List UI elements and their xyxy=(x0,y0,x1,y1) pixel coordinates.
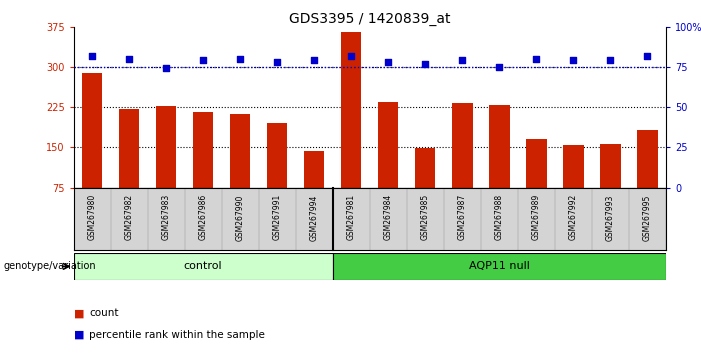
Bar xyxy=(304,151,325,188)
Title: GDS3395 / 1420839_at: GDS3395 / 1420839_at xyxy=(289,12,451,25)
Bar xyxy=(489,105,510,188)
Point xyxy=(531,56,542,62)
Point xyxy=(383,59,394,65)
Bar xyxy=(74,188,110,250)
Text: GSM267995: GSM267995 xyxy=(643,194,652,241)
Text: genotype/variation: genotype/variation xyxy=(4,261,96,272)
Point xyxy=(308,58,320,63)
Point xyxy=(642,53,653,58)
Text: AQP11 null: AQP11 null xyxy=(469,261,530,272)
Bar xyxy=(341,32,362,188)
Bar xyxy=(452,103,472,188)
Bar xyxy=(333,253,666,280)
Bar xyxy=(629,188,665,250)
Bar xyxy=(526,139,547,188)
Point xyxy=(161,65,172,71)
Text: GSM267994: GSM267994 xyxy=(310,194,319,241)
Bar xyxy=(415,148,435,188)
Text: percentile rank within the sample: percentile rank within the sample xyxy=(89,330,265,339)
Bar xyxy=(378,102,398,188)
Text: GSM267982: GSM267982 xyxy=(125,194,134,240)
Bar xyxy=(259,188,295,250)
Bar xyxy=(637,130,658,188)
Bar xyxy=(592,188,628,250)
Bar xyxy=(444,188,480,250)
Bar xyxy=(600,144,620,188)
Bar xyxy=(111,188,147,250)
Bar xyxy=(222,188,258,250)
Point xyxy=(86,53,97,58)
Text: GSM267993: GSM267993 xyxy=(606,194,615,241)
Point xyxy=(123,56,135,62)
Text: GSM267989: GSM267989 xyxy=(532,194,541,240)
Bar xyxy=(193,113,213,188)
Point xyxy=(235,56,246,62)
Bar xyxy=(297,188,332,250)
Bar xyxy=(230,114,250,188)
Text: GSM267983: GSM267983 xyxy=(162,194,170,240)
Bar xyxy=(333,188,369,250)
Text: GSM267980: GSM267980 xyxy=(88,194,97,240)
Bar xyxy=(482,188,517,250)
Point xyxy=(346,53,357,58)
Text: GSM267985: GSM267985 xyxy=(421,194,430,240)
Point xyxy=(605,58,616,63)
Point xyxy=(494,64,505,70)
Text: ■: ■ xyxy=(74,308,88,318)
Text: GSM267991: GSM267991 xyxy=(273,194,282,240)
Text: GSM267987: GSM267987 xyxy=(458,194,467,240)
Bar xyxy=(74,253,333,280)
Bar xyxy=(185,188,221,250)
Bar xyxy=(563,145,583,188)
Point xyxy=(420,61,431,67)
Text: control: control xyxy=(184,261,222,272)
Text: count: count xyxy=(89,308,118,318)
Point xyxy=(568,58,579,63)
Text: ■: ■ xyxy=(74,330,88,339)
Bar xyxy=(119,109,139,188)
Text: GSM267992: GSM267992 xyxy=(569,194,578,240)
Point xyxy=(457,58,468,63)
Bar xyxy=(267,123,287,188)
Text: GSM267988: GSM267988 xyxy=(495,194,504,240)
Text: GSM267986: GSM267986 xyxy=(198,194,207,240)
Point xyxy=(198,58,209,63)
Text: GSM267990: GSM267990 xyxy=(236,194,245,241)
Bar xyxy=(519,188,554,250)
Text: GSM267981: GSM267981 xyxy=(347,194,356,240)
Bar xyxy=(148,188,184,250)
Bar xyxy=(370,188,407,250)
Bar xyxy=(82,73,102,188)
Point xyxy=(271,59,283,65)
Bar xyxy=(156,106,177,188)
Bar xyxy=(555,188,592,250)
Text: GSM267984: GSM267984 xyxy=(383,194,393,240)
Bar xyxy=(407,188,443,250)
